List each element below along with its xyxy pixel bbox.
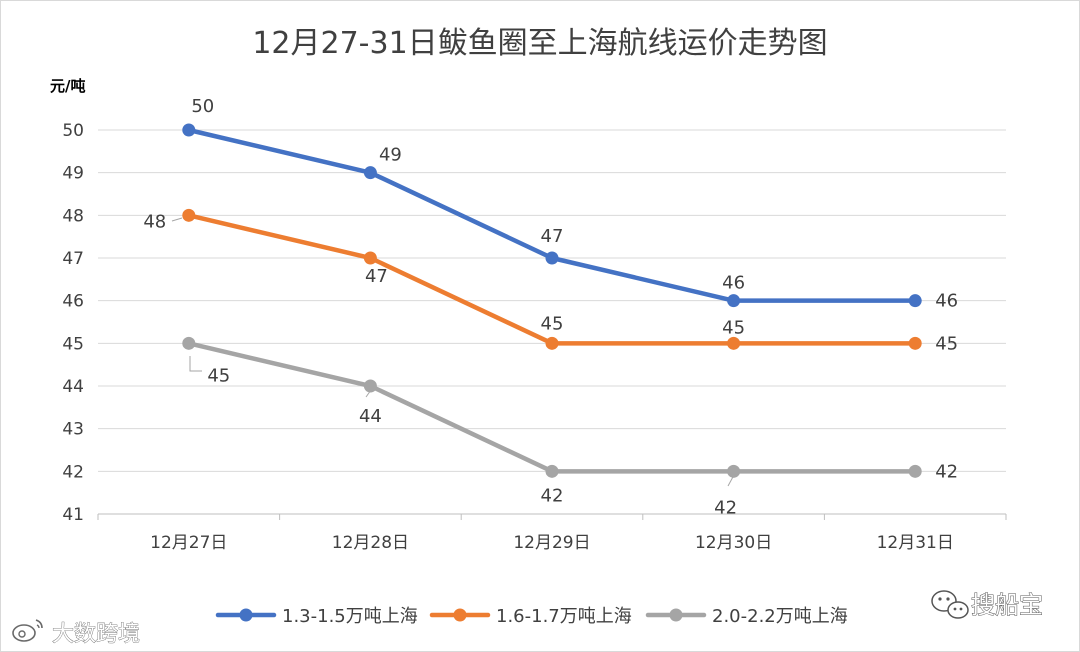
- data-label: 45: [935, 333, 958, 354]
- data-point: [545, 336, 559, 350]
- y-tick-label: 44: [62, 377, 84, 397]
- series-lines: 50 49 47 46 46 48 47 45 45 45 45 44 42 42 42: [143, 96, 958, 518]
- y-tick-label: 50: [62, 121, 84, 141]
- label-leader-line: [727, 474, 735, 487]
- data-point: [363, 379, 377, 393]
- data-point: [182, 123, 196, 137]
- label-leader-line: [189, 356, 202, 372]
- label-leader-line: [365, 389, 372, 398]
- legend-swatch-marker: [669, 608, 683, 622]
- series-1: 50 49 47 46 46: [182, 96, 958, 312]
- x-tick-label: 12月28日: [332, 533, 409, 553]
- x-axis: 12月27日 12月28日 12月29日 12月30日 12月31日: [97, 513, 1007, 553]
- y-tick-label: 49: [62, 164, 84, 184]
- y-tick-label: 42: [62, 462, 84, 482]
- watermark-left-text: 大数跨境: [52, 622, 140, 647]
- data-label: 48: [143, 211, 166, 232]
- data-point: [727, 464, 741, 478]
- data-label: 44: [359, 406, 382, 427]
- y-tick-label: 43: [62, 420, 84, 440]
- data-point: [363, 251, 377, 265]
- data-point: [545, 251, 559, 265]
- weibo-logo-icon: [12, 619, 43, 642]
- legend-label: 2.0-2.2万吨上海: [712, 606, 848, 627]
- data-label: 45: [207, 365, 230, 386]
- legend-label: 1.3-1.5万吨上海: [282, 606, 418, 627]
- series-2: 48 47 45 45 45: [143, 208, 958, 354]
- legend-item-3: 2.0-2.2万吨上海: [645, 606, 848, 627]
- data-label: 46: [722, 273, 745, 294]
- y-tick-label: 45: [62, 334, 84, 354]
- data-point: [908, 336, 922, 350]
- y-tick-label: 46: [62, 292, 84, 312]
- watermark-right: 搜船宝: [931, 590, 1044, 620]
- data-label: 45: [541, 313, 564, 334]
- data-point: [908, 294, 922, 308]
- data-label: 47: [541, 226, 564, 247]
- data-point: [727, 294, 741, 308]
- data-point: [182, 336, 196, 350]
- data-label: 45: [722, 317, 745, 338]
- legend-swatch-marker: [453, 608, 467, 622]
- x-tick-label: 12月27日: [150, 533, 227, 553]
- data-point: [908, 464, 922, 478]
- data-point: [727, 336, 741, 350]
- legend-swatch-marker: [239, 608, 253, 622]
- data-label: 50: [191, 96, 214, 117]
- y-tick-label: 47: [62, 249, 84, 269]
- watermark-right-text: 搜船宝: [971, 591, 1043, 619]
- x-tick-label: 12月31日: [877, 533, 954, 553]
- series-3: 45 44 42 42 42: [182, 336, 958, 518]
- legend: 1.3-1.5万吨上海 1.6-1.7万吨上海 2.0-2.2万吨上海: [215, 606, 848, 627]
- legend-item-2: 1.6-1.7万吨上海: [429, 606, 632, 627]
- y-tick-label: 41: [62, 505, 84, 525]
- y-tick-label: 48: [62, 206, 84, 226]
- data-label: 42: [541, 485, 564, 506]
- data-point: [182, 208, 196, 222]
- data-label: 49: [379, 145, 402, 166]
- data-label: 47: [365, 266, 388, 287]
- data-point: [363, 166, 377, 180]
- y-axis-ticks: 41 42 43 44 45 46 47 48 49 50: [62, 121, 84, 525]
- y-axis-unit: 元/吨: [50, 77, 85, 95]
- chart-title: 12月27-31日鲅鱼圈至上海航线运价走势图: [252, 26, 827, 61]
- data-label: 42: [935, 461, 958, 482]
- x-tick-label: 12月29日: [513, 533, 590, 553]
- watermark-left: 大数跨境: [12, 619, 140, 647]
- data-label: 46: [935, 291, 958, 312]
- legend-label: 1.6-1.7万吨上海: [496, 606, 632, 627]
- wechat-logo-icon: [931, 590, 969, 619]
- label-leader-line: [171, 217, 183, 222]
- x-tick-label: 12月30日: [695, 533, 772, 553]
- legend-item-1: 1.3-1.5万吨上海: [215, 606, 418, 627]
- data-point: [545, 464, 559, 478]
- data-label: 42: [714, 497, 737, 518]
